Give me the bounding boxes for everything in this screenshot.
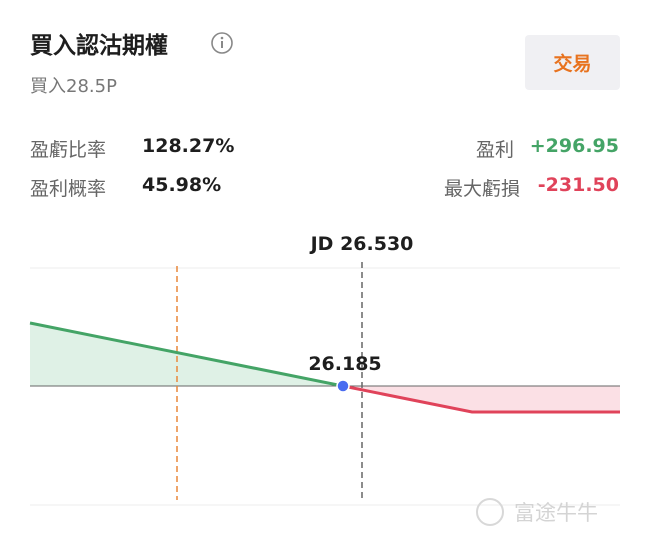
breakeven-label: 26.185 <box>308 353 381 375</box>
watermark-logo <box>476 498 504 526</box>
stat-value: +296.95 <box>529 135 619 157</box>
stat-label: 最大虧損 <box>443 178 520 200</box>
stat-value: 128.27% <box>142 135 235 157</box>
profit-line <box>29 321 344 388</box>
stat-label: 盈虧比率 <box>30 139 107 161</box>
watermark: 富途牛牛 <box>514 501 598 525</box>
info-icon[interactable] <box>210 31 234 55</box>
stat-value: 45.98% <box>142 174 222 196</box>
stat-label: 盈利概率 <box>30 178 107 200</box>
price-label: JD 26.530 <box>309 233 414 255</box>
stat-label: 盈利 <box>475 139 514 161</box>
loss-area <box>343 386 620 412</box>
loss-line <box>342 384 620 414</box>
subtitle: 買入28.5P <box>30 76 117 97</box>
trade-button[interactable]: 交易 <box>525 35 620 90</box>
breakeven-dot <box>336 379 350 393</box>
title: 買入認沽期權 <box>30 33 168 59</box>
payoff-chart: JD 26.530 26.185 富途牛牛 <box>29 233 620 526</box>
stat-value: -231.50 <box>537 174 619 196</box>
